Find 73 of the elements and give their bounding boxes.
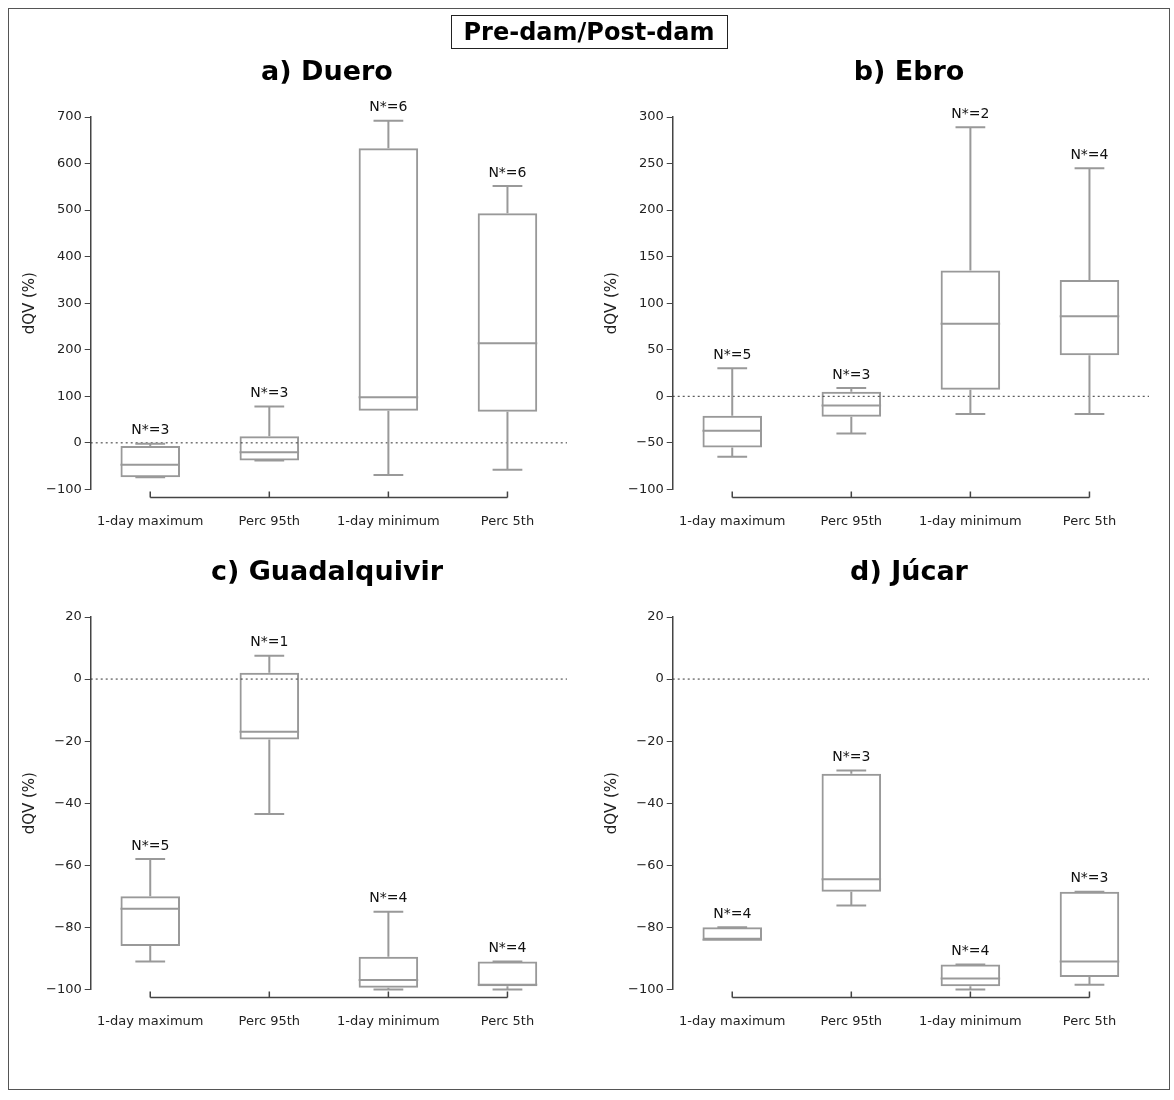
y-tick-label: −20 <box>54 732 82 748</box>
x-tick-label: Perc 5th <box>1062 1012 1117 1028</box>
y-tick-label: 500 <box>56 201 82 217</box>
x-tick-label: 1-day maximum <box>678 1012 786 1028</box>
x-tick-label: 1-day minimum <box>919 512 1022 528</box>
x-tick-label: 1-day maximum <box>96 1012 204 1028</box>
y-tick-label: 700 <box>56 108 82 124</box>
x-tick-label: Perc 95th <box>820 512 883 528</box>
annotation: N*=6 <box>488 163 527 180</box>
y-tick-label: 100 <box>638 294 664 310</box>
y-tick-label: 200 <box>638 201 664 217</box>
annotation: N*=2 <box>951 104 990 121</box>
y-tick-label: −100 <box>627 480 664 496</box>
x-tick-label: Perc 5th <box>480 512 535 528</box>
y-tick-label: 250 <box>638 154 664 170</box>
y-tick-label: 300 <box>56 294 82 310</box>
x-tick-label: 1-day maximum <box>96 512 204 528</box>
y-tick-label: 100 <box>56 387 82 403</box>
y-tick-label: −60 <box>636 856 664 872</box>
x-tick-label: Perc 95th <box>238 1012 301 1028</box>
annotation: N*=6 <box>369 98 408 115</box>
y-axis-title: dQV (%) <box>19 272 38 335</box>
x-tick-label: Perc 5th <box>480 1012 535 1028</box>
y-tick-label: 50 <box>647 341 664 357</box>
annotation: N*=4 <box>1070 145 1109 162</box>
annotation: N*=4 <box>488 939 527 956</box>
y-tick-label: 20 <box>65 608 82 624</box>
y-tick-label: −100 <box>627 980 664 996</box>
annotation: N*=1 <box>250 633 289 650</box>
y-tick-label: −100 <box>45 480 82 496</box>
y-tick-label: 0 <box>655 387 664 403</box>
annotation: N*=3 <box>1070 869 1109 886</box>
chart-title: a) Duero <box>261 55 393 88</box>
y-tick-label: 20 <box>647 608 664 624</box>
annotation: N*=3 <box>131 421 170 438</box>
annotation: N*=3 <box>832 748 871 765</box>
y-axis-title: dQV (%) <box>601 772 620 835</box>
y-tick-label: 400 <box>56 248 82 264</box>
x-tick-label: 1-day minimum <box>337 1012 440 1028</box>
y-tick-label: 600 <box>56 154 82 170</box>
y-tick-label: 0 <box>655 670 664 686</box>
x-tick-label: 1-day minimum <box>337 512 440 528</box>
annotation: N*=4 <box>951 942 990 959</box>
chart-title: c) Guadalquivir <box>210 555 444 588</box>
y-tick-label: −20 <box>636 732 664 748</box>
y-tick-label: −40 <box>54 794 82 810</box>
y-tick-label: −40 <box>636 794 664 810</box>
y-axis-title: dQV (%) <box>19 772 38 835</box>
annotation: N*=3 <box>250 384 289 401</box>
annotation: N*=4 <box>369 889 408 906</box>
y-tick-label: 300 <box>638 108 664 124</box>
chart-title: d) Júcar <box>850 555 968 588</box>
annotation: N*=4 <box>713 904 752 921</box>
y-tick-label: 0 <box>73 670 82 686</box>
x-tick-label: Perc 95th <box>820 1012 883 1028</box>
y-tick-label: −80 <box>636 918 664 934</box>
y-tick-label: 150 <box>638 248 664 264</box>
annotation: N*=5 <box>713 346 752 363</box>
y-tick-label: −100 <box>45 980 82 996</box>
chart-title: b) Ebro <box>853 55 965 88</box>
text: Pre-dam/Post-dam <box>450 15 728 49</box>
x-tick-label: 1-day minimum <box>919 1012 1022 1028</box>
y-tick-label: −50 <box>636 434 664 450</box>
y-tick-label: 200 <box>56 341 82 357</box>
annotation: N*=5 <box>131 836 170 853</box>
y-tick-label: −60 <box>54 856 82 872</box>
annotation: N*=3 <box>832 365 871 382</box>
x-tick-label: Perc 5th <box>1062 512 1117 528</box>
x-tick-label: Perc 95th <box>238 512 301 528</box>
y-tick-label: −80 <box>54 918 82 934</box>
x-tick-label: 1-day maximum <box>678 512 786 528</box>
y-tick-label: 0 <box>73 434 82 450</box>
y-axis-title: dQV (%) <box>601 272 620 335</box>
